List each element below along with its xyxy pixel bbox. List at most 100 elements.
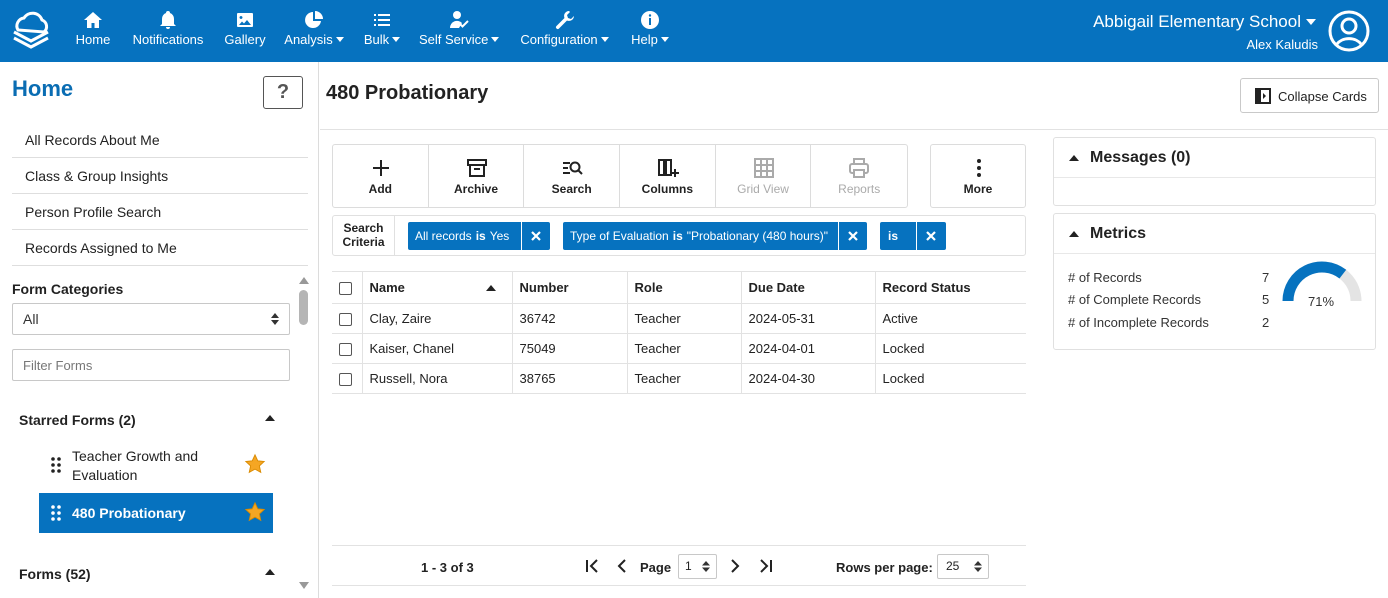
user-name: Alex Kaludis — [1246, 37, 1318, 52]
scroll-down-icon[interactable] — [299, 582, 309, 589]
nav-bulk[interactable]: Bulk — [361, 10, 403, 54]
page-select[interactable]: 1 — [678, 554, 717, 579]
collapse-caret-icon[interactable] — [1069, 231, 1079, 237]
column-header-role[interactable]: Role — [627, 271, 742, 304]
rows-per-page-select[interactable]: 25 — [937, 554, 989, 579]
star-icon[interactable] — [244, 501, 266, 523]
table-row[interactable]: Kaiser, Chanel 75049 Teacher 2024-04-01 … — [332, 333, 1026, 364]
scroll-thumb[interactable] — [299, 290, 308, 325]
row-checkbox[interactable] — [339, 313, 352, 327]
cell-role: Teacher — [627, 303, 742, 334]
metrics-title: Metrics — [1090, 225, 1147, 242]
avatar-icon[interactable] — [1328, 10, 1370, 52]
app-logo-icon[interactable] — [10, 8, 52, 52]
remove-chip-button[interactable] — [838, 222, 866, 250]
drag-handle-icon[interactable] — [51, 457, 61, 473]
messages-card: Messages (0) — [1053, 137, 1376, 206]
cell-name[interactable]: Clay, Zaire — [362, 303, 513, 334]
archive-icon — [466, 159, 487, 177]
scroll-up-icon[interactable] — [299, 277, 309, 284]
home-icon — [73, 10, 113, 32]
quick-link-class-group-insights[interactable]: Class & Group Insights — [12, 158, 308, 194]
next-page-icon[interactable] — [726, 557, 744, 575]
nav-notifications[interactable]: Notifications — [129, 10, 207, 54]
archive-button[interactable]: Archive — [429, 145, 525, 207]
sort-ascending-icon[interactable] — [485, 285, 496, 291]
cell-number: 36742 — [512, 303, 628, 334]
image-icon — [223, 10, 267, 32]
divider — [320, 129, 1388, 130]
add-label: Add — [368, 182, 392, 196]
nav-analysis[interactable]: Analysis — [283, 10, 345, 54]
last-page-icon[interactable] — [757, 557, 775, 575]
kebab-icon — [977, 159, 981, 177]
action-toolbar: Add Archive Search Columns Grid View Rep… — [332, 144, 908, 208]
quick-link-person-profile-search[interactable]: Person Profile Search — [12, 194, 308, 230]
messages-card-header[interactable]: Messages (0) — [1054, 138, 1375, 178]
school-selector[interactable]: Abbigail Elementary School — [1093, 12, 1316, 32]
columns-button[interactable]: Columns — [620, 145, 716, 207]
starred-form-480-probationary[interactable]: 480 Probationary — [39, 493, 273, 533]
search-criteria-label: Search Criteria — [333, 216, 395, 255]
reports-button[interactable]: Reports — [811, 145, 907, 207]
cell-name[interactable]: Kaiser, Chanel — [362, 333, 513, 364]
metrics-card-header[interactable]: Metrics — [1054, 214, 1375, 254]
table-row[interactable]: Russell, Nora 38765 Teacher 2024-04-30 L… — [332, 363, 1026, 394]
quick-links: All Records About Me Class & Group Insig… — [12, 122, 308, 266]
more-button[interactable]: More — [930, 144, 1026, 208]
page-title: 480 Probationary — [326, 82, 489, 104]
search-label: Search — [551, 182, 592, 196]
metric-complete-value: 5 — [1262, 292, 1270, 307]
first-page-icon[interactable] — [583, 557, 601, 575]
columns-label: Columns — [641, 182, 694, 196]
quick-link-records-assigned[interactable]: Records Assigned to Me — [12, 230, 308, 266]
row-checkbox[interactable] — [339, 373, 352, 387]
nav-configuration[interactable]: Configuration — [516, 10, 613, 54]
select-arrows-icon — [271, 313, 279, 325]
grid-view-button[interactable]: Grid View — [716, 145, 812, 207]
prev-page-icon[interactable] — [613, 557, 631, 575]
help-button[interactable]: ? — [263, 76, 303, 109]
table-row[interactable]: Clay, Zaire 36742 Teacher 2024-05-31 Act… — [332, 303, 1026, 334]
more-label: More — [963, 182, 993, 196]
search-list-icon — [563, 161, 584, 175]
collapse-cards-label: Collapse Cards — [1278, 89, 1367, 104]
cell-name[interactable]: Russell, Nora — [362, 363, 513, 394]
star-icon[interactable] — [244, 453, 266, 475]
search-button[interactable]: Search — [524, 145, 621, 207]
collapse-cards-button[interactable]: Collapse Cards — [1240, 78, 1379, 113]
criteria-chip-empty[interactable]: is — [880, 222, 946, 250]
criteria-chip-type-of-evaluation[interactable]: Type of Evaluation is "Probationary (480 h… — [563, 222, 867, 250]
row-checkbox[interactable] — [339, 343, 352, 357]
remove-chip-button[interactable] — [521, 222, 549, 250]
sidebar-scrollbar[interactable] — [297, 277, 311, 594]
nav-gallery[interactable]: Gallery — [223, 10, 267, 54]
metric-incomplete-value: 2 — [1262, 315, 1270, 330]
form-categories-value: All — [23, 311, 39, 327]
archive-label: Archive — [453, 182, 499, 196]
collapse-caret-icon[interactable] — [1069, 155, 1079, 161]
starred-form-teacher-growth[interactable]: Teacher Growth and Evaluation — [39, 445, 273, 485]
nav-self-service[interactable]: Self Service — [419, 10, 500, 54]
column-header-record-status[interactable]: Record Status — [875, 271, 1026, 304]
select-all-checkbox[interactable] — [339, 282, 352, 296]
remove-chip-button[interactable] — [916, 222, 944, 250]
form-label: 480 Probationary — [72, 505, 186, 521]
completion-gauge — [1282, 261, 1362, 302]
add-button[interactable]: Add — [333, 145, 429, 207]
metric-complete-label: # of Complete Records — [1068, 292, 1201, 307]
column-header-number[interactable]: Number — [512, 271, 628, 304]
filter-forms-input[interactable] — [12, 349, 290, 381]
starred-collapse-icon[interactable] — [265, 415, 275, 421]
drag-handle-icon[interactable] — [51, 505, 61, 521]
form-categories-select[interactable]: All — [12, 303, 290, 335]
grid-view-label: Grid View — [737, 182, 789, 196]
forms-collapse-icon[interactable] — [265, 569, 275, 575]
nav-help[interactable]: Help — [629, 10, 671, 54]
column-header-due-date[interactable]: Due Date — [741, 271, 876, 304]
select-all-cell — [332, 271, 363, 304]
criteria-chip-all-records[interactable]: All records is Yes — [408, 222, 550, 250]
quick-link-all-records[interactable]: All Records About Me — [12, 122, 308, 158]
nav-home[interactable]: Home — [73, 10, 113, 54]
column-header-name[interactable]: Name — [362, 271, 513, 304]
